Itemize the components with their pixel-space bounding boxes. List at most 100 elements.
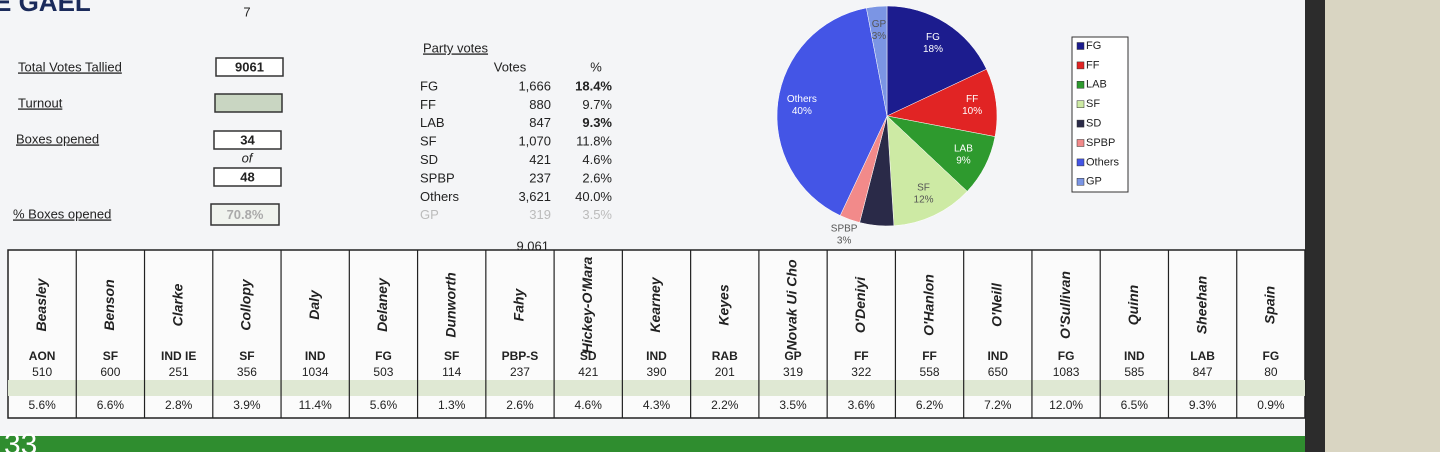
pie-label-value: 3% — [837, 236, 852, 247]
clock: 33 — [4, 428, 37, 452]
pie-label-name: SPBP — [831, 224, 858, 235]
pie-label-value: 9% — [956, 156, 971, 167]
candidate-pct: 4.6% — [575, 398, 603, 412]
candidate-pct: 3.9% — [233, 398, 261, 412]
legend-label: Others — [1086, 156, 1120, 168]
party-name: FF — [420, 97, 436, 112]
candidate-party: SD — [580, 349, 597, 363]
pie-label-name: Others — [787, 94, 817, 105]
party-votes: 1,070 — [518, 134, 551, 149]
party-pct: 9.7% — [582, 97, 612, 112]
legend-swatch — [1076, 61, 1085, 70]
candidate-votes: 114 — [442, 365, 461, 379]
candidate-name: Beasley — [33, 277, 49, 331]
candidate-pct: 6.6% — [97, 398, 125, 412]
legend-label: LAB — [1086, 79, 1107, 91]
candidate-votes: 1083 — [1053, 365, 1080, 379]
col-head: % — [590, 59, 602, 74]
pie-slice — [886, 115, 968, 227]
table-band — [8, 380, 1305, 396]
candidate-name: Clarke — [169, 283, 185, 326]
candidate-party: IND — [1124, 349, 1145, 363]
candidate-party: FF — [854, 349, 869, 363]
box-value: 70.8% — [227, 207, 264, 222]
candidate-name: Sheehan — [1193, 276, 1209, 334]
party-pct: 11.8% — [576, 134, 612, 149]
candidate-name: Dunworth — [442, 272, 458, 337]
candidate-pct: 7.2% — [984, 398, 1012, 412]
legend-swatch — [1076, 119, 1085, 128]
party-votes: 237 — [529, 170, 551, 185]
summary-label: Boxes opened — [16, 131, 99, 146]
pie-label-name: FG — [926, 32, 940, 43]
legend-label: GP — [1086, 176, 1102, 188]
party-pct: 3.5% — [582, 207, 612, 222]
party-name: SF — [420, 134, 437, 149]
bezel — [1305, 0, 1325, 452]
party-name: SD — [420, 152, 438, 167]
wall — [1325, 0, 1440, 452]
box-value: 48 — [240, 169, 254, 184]
legend-label: FF — [1086, 59, 1100, 71]
candidate-votes: 510 — [32, 365, 52, 379]
candidate-pct: 11.4% — [299, 398, 332, 412]
candidate-name: Novak Ui Cho — [784, 259, 800, 350]
value-box — [213, 130, 282, 150]
candidate-pct: 5.6% — [28, 398, 56, 412]
pie-label-name: SF — [917, 182, 930, 193]
candidate-party: LAB — [1190, 349, 1215, 363]
candidate-pct: 6.5% — [1121, 398, 1149, 412]
candidate-name: Fahy — [511, 287, 527, 321]
candidate-pct: 2.8% — [165, 398, 193, 412]
candidate-votes: 80 — [1264, 365, 1278, 379]
legend-label: SPBP — [1086, 137, 1115, 149]
party-title: Party votes — [423, 40, 489, 55]
pie-label-name: GP — [872, 19, 887, 30]
candidate-party: RAB — [712, 349, 738, 363]
candidate-name: Keyes — [715, 284, 731, 325]
pie-label-value: 18% — [923, 44, 943, 55]
candidate-votes: 356 — [237, 365, 257, 379]
footer-bar — [0, 436, 1305, 452]
candidate-name: Spain — [1262, 286, 1278, 324]
legend-box — [1071, 36, 1129, 193]
party-pct: 4.6% — [582, 152, 612, 167]
pie-slice — [886, 5, 987, 117]
candidate-party: SF — [103, 349, 118, 363]
of: of — [242, 150, 254, 165]
party-votes: 880 — [529, 97, 551, 112]
legend-swatch — [1076, 178, 1085, 186]
legend-swatch — [1076, 42, 1085, 50]
party-name: Others — [420, 189, 460, 204]
candidate-votes: 558 — [920, 365, 940, 379]
party-pct: 2.6% — [582, 170, 612, 185]
legend-swatch — [1076, 100, 1085, 108]
candidate-votes: 237 — [510, 365, 530, 379]
party-pct: 18.4% — [575, 78, 612, 93]
candidate-votes: 201 — [715, 365, 735, 379]
candidate-votes: 1034 — [302, 365, 329, 379]
candidate-party: AON — [29, 349, 56, 363]
summary-label: Total Votes Tallied — [18, 59, 122, 74]
candidate-party: GP — [784, 349, 801, 363]
candidate-name: Delaney — [374, 277, 390, 332]
party-votes: 3,621 — [518, 189, 551, 204]
pie-label-value: 40% — [792, 106, 812, 117]
candidate-votes: 251 — [169, 365, 189, 379]
candidate-votes: 390 — [646, 365, 666, 379]
legend-swatch — [1076, 139, 1085, 147]
pie-label-name: LAB — [954, 144, 973, 155]
party-votes: 1,666 — [518, 78, 551, 93]
summary-label: Turnout — [18, 95, 63, 110]
value-box — [210, 203, 280, 226]
candidate-name: O'Deniyi — [852, 276, 868, 333]
candidate-pct: 3.6% — [848, 398, 876, 412]
candidate-pct: 0.9% — [1257, 398, 1285, 412]
candidate-name: O'Sullivan — [1057, 271, 1073, 339]
candidate-name: Daly — [306, 289, 322, 320]
summary-label: % Boxes opened — [13, 206, 111, 221]
brand: E GAEL — [0, 0, 91, 17]
legend-label: SF — [1086, 98, 1100, 110]
